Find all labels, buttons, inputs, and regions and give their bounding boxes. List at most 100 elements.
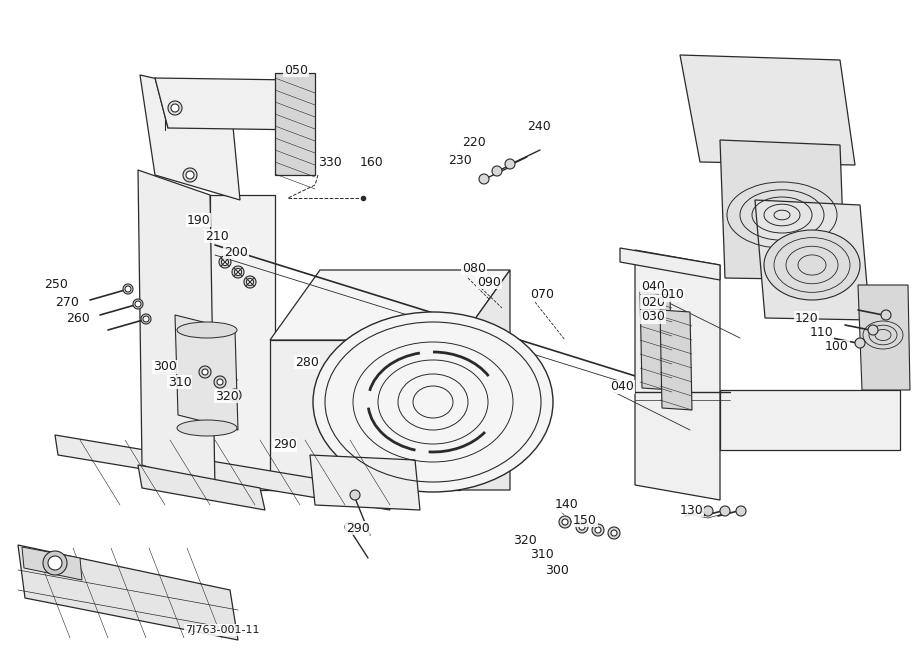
Polygon shape — [660, 310, 692, 410]
Polygon shape — [275, 73, 315, 175]
Polygon shape — [183, 168, 197, 182]
Polygon shape — [868, 325, 878, 335]
Text: 140: 140 — [555, 498, 579, 512]
Text: 300: 300 — [545, 564, 569, 576]
Polygon shape — [460, 270, 510, 490]
Text: 020: 020 — [641, 295, 664, 309]
Polygon shape — [141, 314, 151, 324]
Text: 130: 130 — [680, 504, 704, 516]
Polygon shape — [48, 556, 62, 570]
Polygon shape — [595, 527, 601, 533]
Text: 300: 300 — [153, 360, 176, 374]
Polygon shape — [210, 195, 275, 490]
Text: 240: 240 — [527, 119, 550, 133]
Polygon shape — [221, 259, 229, 265]
Polygon shape — [579, 524, 585, 530]
Polygon shape — [229, 389, 241, 401]
Polygon shape — [133, 299, 143, 309]
Text: 050: 050 — [284, 63, 308, 77]
Polygon shape — [492, 166, 502, 176]
Text: 320: 320 — [215, 390, 239, 402]
Text: 310: 310 — [530, 548, 554, 562]
Polygon shape — [720, 140, 845, 280]
Polygon shape — [219, 256, 231, 268]
Text: 040: 040 — [610, 380, 634, 394]
Polygon shape — [310, 455, 420, 510]
Polygon shape — [22, 547, 82, 580]
Text: 310: 310 — [168, 376, 192, 388]
Polygon shape — [608, 527, 620, 539]
Text: 280: 280 — [295, 356, 319, 368]
Polygon shape — [562, 519, 568, 525]
Polygon shape — [232, 266, 244, 278]
Polygon shape — [214, 376, 226, 388]
Polygon shape — [143, 316, 149, 322]
Polygon shape — [640, 292, 672, 390]
Polygon shape — [680, 55, 855, 165]
Polygon shape — [43, 551, 67, 575]
Polygon shape — [168, 101, 182, 115]
Polygon shape — [175, 315, 238, 430]
Polygon shape — [234, 269, 242, 275]
Polygon shape — [703, 506, 713, 516]
Text: 330: 330 — [318, 155, 342, 169]
Ellipse shape — [177, 420, 237, 436]
Polygon shape — [199, 366, 211, 378]
Polygon shape — [855, 338, 865, 348]
Text: 320: 320 — [513, 534, 537, 546]
Polygon shape — [350, 490, 360, 500]
Ellipse shape — [764, 230, 860, 300]
Polygon shape — [140, 75, 240, 200]
Text: 080: 080 — [462, 261, 486, 275]
Text: 150: 150 — [573, 514, 596, 526]
Polygon shape — [479, 174, 489, 184]
Polygon shape — [155, 78, 308, 130]
Text: 090: 090 — [477, 275, 501, 289]
Text: 290: 290 — [346, 522, 369, 534]
Polygon shape — [620, 248, 720, 280]
Text: 220: 220 — [462, 137, 486, 149]
Polygon shape — [576, 521, 588, 533]
Polygon shape — [720, 506, 730, 516]
Text: 120: 120 — [795, 311, 819, 325]
Polygon shape — [217, 379, 223, 385]
Ellipse shape — [313, 312, 553, 492]
Polygon shape — [755, 200, 870, 320]
Polygon shape — [125, 286, 131, 292]
Polygon shape — [611, 530, 617, 536]
Polygon shape — [592, 524, 604, 536]
Polygon shape — [559, 516, 571, 528]
Text: 040: 040 — [641, 281, 664, 293]
Polygon shape — [246, 279, 254, 285]
Text: 290: 290 — [273, 438, 297, 452]
Text: 260: 260 — [66, 311, 90, 325]
Text: 230: 230 — [448, 153, 471, 167]
Polygon shape — [881, 310, 891, 320]
Polygon shape — [18, 545, 238, 640]
Polygon shape — [270, 340, 460, 490]
Text: 200: 200 — [224, 245, 248, 259]
Polygon shape — [736, 506, 746, 516]
Polygon shape — [505, 159, 515, 169]
Polygon shape — [138, 170, 215, 490]
Text: 7J763-001-11: 7J763-001-11 — [185, 625, 259, 635]
Polygon shape — [138, 465, 265, 510]
Text: 270: 270 — [55, 295, 79, 309]
Text: 100: 100 — [825, 340, 849, 354]
Text: 010: 010 — [660, 289, 684, 301]
Polygon shape — [270, 270, 510, 340]
Text: 160: 160 — [360, 155, 384, 169]
Polygon shape — [135, 301, 141, 307]
Polygon shape — [123, 284, 133, 294]
Polygon shape — [858, 285, 910, 390]
Polygon shape — [345, 522, 355, 532]
Polygon shape — [635, 250, 720, 500]
Text: 210: 210 — [205, 229, 229, 243]
Text: 190: 190 — [187, 213, 210, 227]
Polygon shape — [244, 276, 256, 288]
Polygon shape — [171, 104, 179, 112]
Polygon shape — [720, 390, 900, 450]
Text: 070: 070 — [530, 289, 554, 301]
Text: 250: 250 — [44, 279, 68, 291]
Polygon shape — [55, 435, 390, 510]
